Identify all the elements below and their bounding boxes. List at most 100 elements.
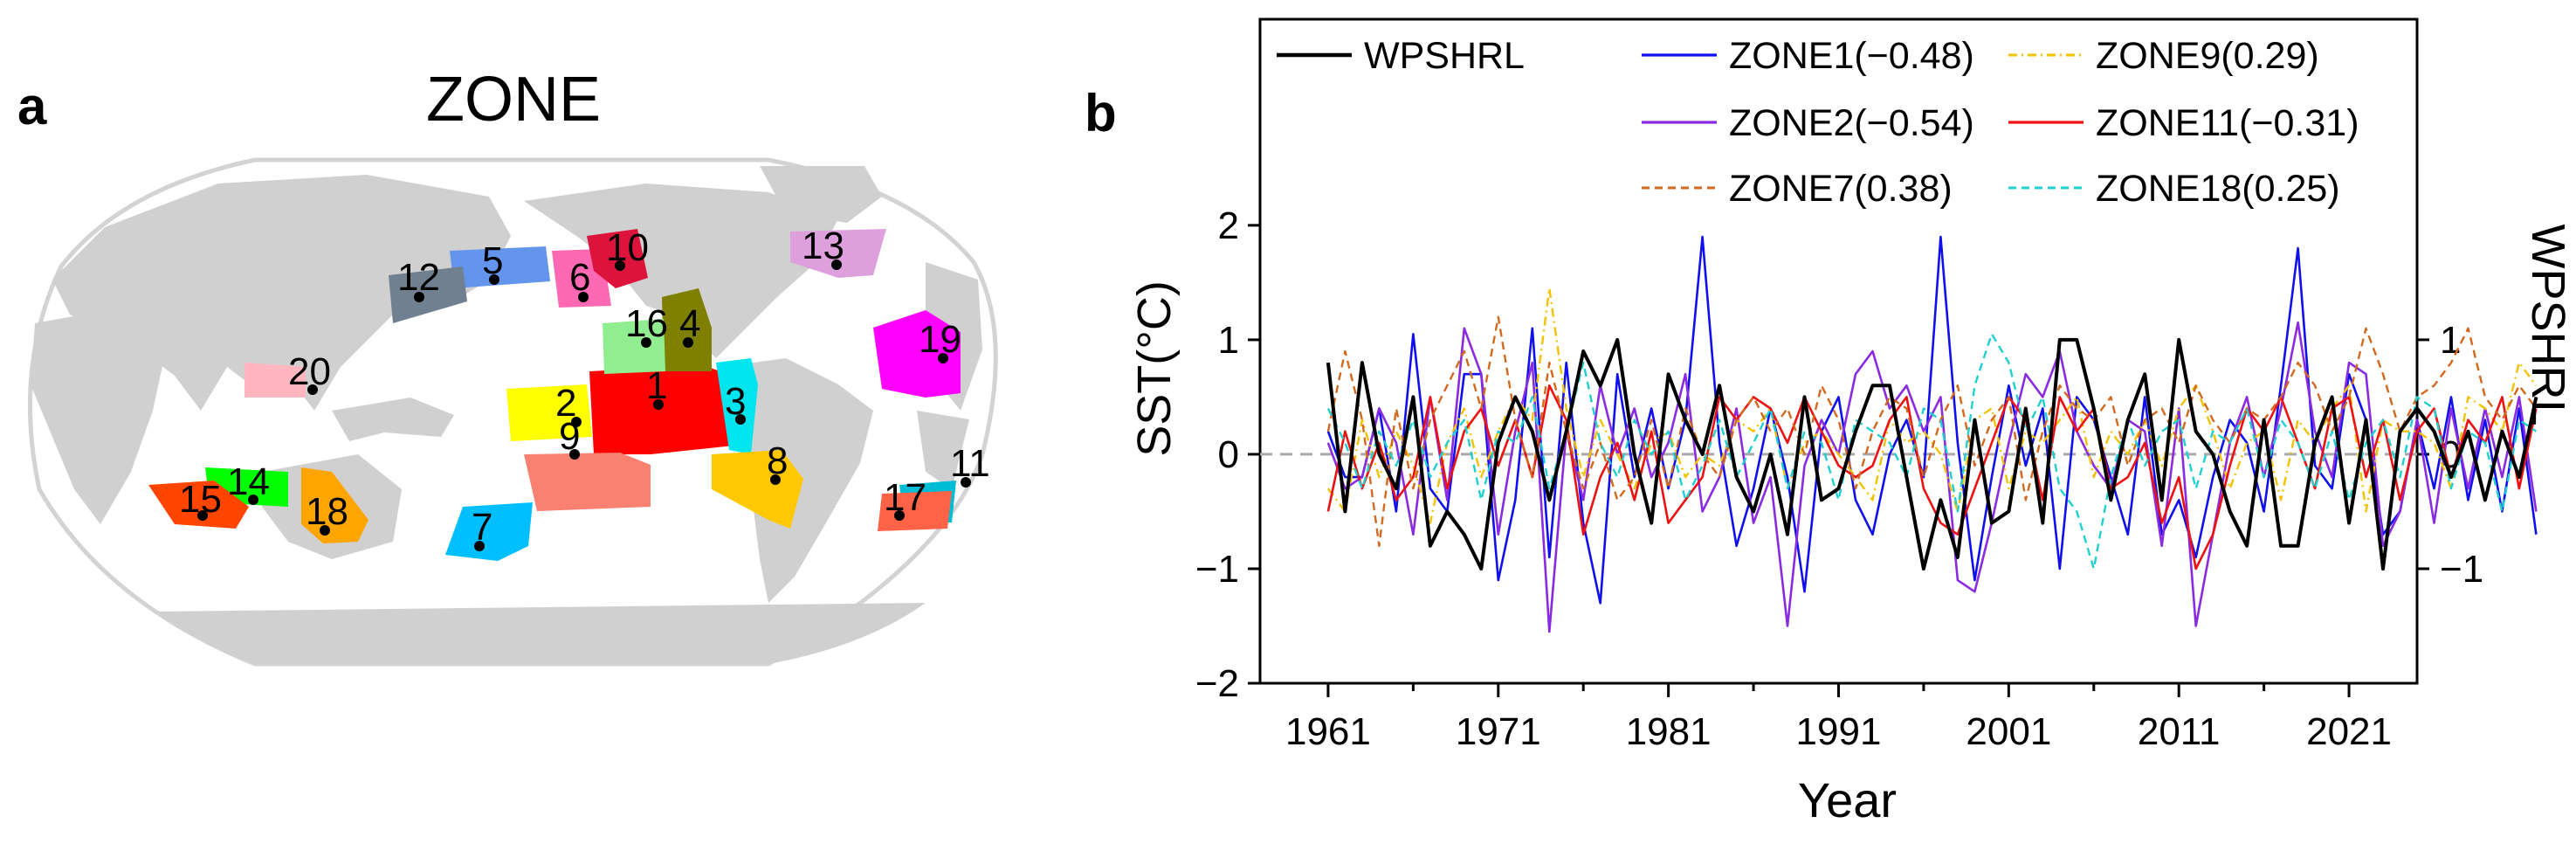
legend-label: ZONE18(0.25) [2096,168,2340,210]
y-left-tick-label: 1 [1218,319,1239,362]
y-axis-label-left: SST(°C) [1128,280,1181,457]
zone-patch-3 [716,358,758,454]
zone-marker-17: 17 [884,476,926,521]
zone-patch-16 [603,319,665,374]
svg-text:16: 16 [625,302,668,345]
x-tick-label: 1961 [1285,710,1371,753]
panel-label-b: b [1085,84,1117,142]
x-tick-label: 1981 [1626,710,1712,753]
series-line-zone1-0-48 [1326,235,2538,605]
svg-text:19: 19 [919,318,961,361]
y-axis-label-right: WPSHRL [2522,224,2574,425]
zone-patch-19 [873,310,961,398]
x-axis: 1961 1971 1981 1991 2001 2011 2021 [1285,683,2392,753]
zone-marker-13: 13 [802,225,844,270]
zone-patch-18 [301,467,368,543]
x-tick-label: 2021 [2306,710,2392,753]
x-axis-label: Year [1798,772,1897,827]
zone-marker-16: 16 [625,302,668,348]
x-tick-label: 2001 [1966,710,2051,753]
x-tick-label: 1971 [1456,710,1541,753]
legend-label: ZONE1(−0.48) [1729,35,1974,77]
panel-b-timeseries: b −2 −1 0 1 2 −1 0 1 1961 1971 1981 1991 2001 2011 2… [1048,0,2576,840]
zone-marker-19: 19 [919,318,961,363]
y-left-tick-label: −1 [1195,548,1239,591]
legend-label: WPSHRL [1364,35,1525,77]
zone-patch-2 [506,384,592,441]
svg-text:5: 5 [482,239,503,282]
zone-marker-10: 10 [606,226,649,271]
zone-patch-13 [790,229,886,278]
zone-patch-12 [389,266,467,323]
x-tick-label: 2011 [2138,710,2221,753]
zone-marker-14: 14 [227,460,270,505]
zone-patch-5 [450,246,550,288]
series-line-zone9-0-29 [1326,287,2538,524]
svg-text:3: 3 [725,380,746,423]
y-left-tick-label: 2 [1218,204,1239,247]
zone-marker-12: 12 [397,256,440,302]
x-tick-label: 1991 [1796,710,1882,753]
zone-markers: 1 2 3 4 5 6 7 8 9 10 11 12 13 14 15 16 1… [179,225,990,551]
series-line-wpshrl [1326,337,2538,571]
legend-label: ZONE7(0.38) [1729,168,1953,210]
zone-marker-15: 15 [179,478,222,521]
y-right-tick-label: −1 [2440,548,2483,591]
y-left-tick-label: −2 [1195,662,1239,705]
svg-text:7: 7 [472,506,492,549]
svg-text:1: 1 [646,364,667,407]
zone-marker-11: 11 [950,442,990,488]
zone-marker-18: 18 [306,490,348,536]
svg-text:18: 18 [306,490,348,533]
zone-marker-1: 1 [646,364,667,410]
svg-text:12: 12 [397,256,440,299]
land-masses [31,166,982,664]
zone-patch-1 [589,365,738,454]
y-axis-left: −2 −1 0 1 2 [1195,204,1260,705]
zone-patch-7 [445,502,533,561]
svg-text:2: 2 [555,382,576,425]
svg-text:6: 6 [569,256,590,299]
y-left-tick-label: 0 [1218,433,1239,476]
zone-patch-4 [662,288,712,371]
svg-text:10: 10 [606,226,649,269]
zone-marker-7: 7 [472,506,492,551]
zone-marker-5: 5 [482,239,503,285]
zone-marker-2: 2 [555,382,582,427]
zone-patch-17 [878,491,952,531]
svg-text:9: 9 [559,415,580,458]
zone-patches [148,229,961,561]
svg-text:17: 17 [884,476,926,519]
zone-patch-9 [524,453,651,511]
legend-label: ZONE2(−0.54) [1729,102,1974,144]
series-line-zone18-0-25 [1326,333,2538,571]
map-title: ZONE [426,65,601,135]
zone-patch-10 [587,229,648,288]
svg-text:4: 4 [679,302,700,345]
panel-a-zone-map: a ZONE [0,0,1135,840]
svg-text:8: 8 [767,439,788,482]
legend-label: ZONE9(0.29) [2096,35,2319,77]
zone-marker-20: 20 [288,350,331,395]
zone-marker-6: 6 [569,256,590,302]
y-right-tick-label: 1 [2440,319,2461,362]
zone-marker-4: 4 [679,302,700,348]
zone-map: a ZONE [17,65,998,667]
svg-text:15: 15 [179,478,222,521]
zone-patch-8 [712,450,803,529]
legend-label: ZONE11(−0.31) [2096,102,2359,144]
svg-text:11: 11 [950,442,990,485]
svg-text:13: 13 [802,225,844,267]
panel-label-a: a [17,77,47,135]
zone-patch-15 [148,481,249,529]
zone-marker-3: 3 [725,380,746,425]
svg-text:20: 20 [288,350,331,393]
zone-patch-20 [245,363,306,398]
legend: WPSHRL ZONE1(−0.48) ZONE9(0.29) ZONE2(−0.54… [1277,35,2359,210]
series-lines [1326,235,2538,633]
y-axis-right: −101 [2417,319,2483,591]
zone-marker-9: 9 [559,415,580,460]
zone-marker-8: 8 [767,439,788,485]
svg-text:14: 14 [227,460,270,503]
